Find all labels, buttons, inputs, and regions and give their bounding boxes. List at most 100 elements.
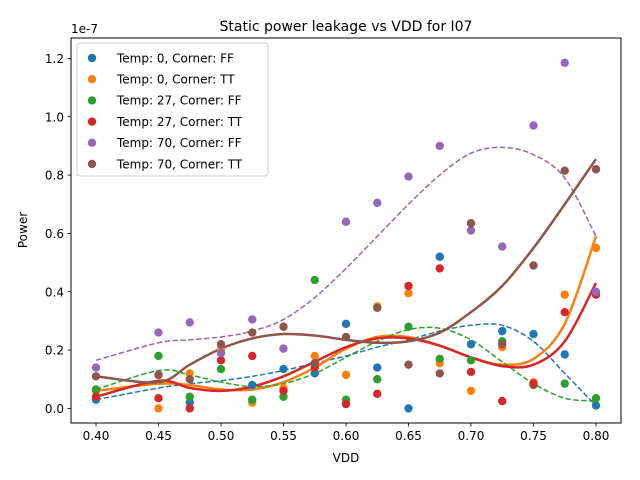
data-point-series-5 <box>216 340 226 349</box>
data-point-series-5 <box>498 340 507 349</box>
data-point-series-4 <box>248 315 257 324</box>
data-point-series-3 <box>248 351 257 361</box>
fit-line-series-0 <box>95 323 597 407</box>
data-point-series-3 <box>404 281 413 291</box>
fit-lines <box>95 146 598 407</box>
data-point-series-0 <box>248 380 257 390</box>
data-point-series-3 <box>435 264 444 273</box>
data-point-series-1 <box>591 243 601 253</box>
data-point-series-2 <box>466 356 476 365</box>
data-point-series-4 <box>279 344 288 353</box>
data-point-series-2 <box>435 354 444 364</box>
legend-marker <box>87 159 97 169</box>
data-point-series-5 <box>341 332 351 342</box>
legend-label: Temp: 27, Corner: TT <box>116 115 243 129</box>
x-tick-label: 0.45 <box>145 429 172 443</box>
legend-box <box>76 42 269 177</box>
data-point-series-4 <box>91 363 101 372</box>
data-point-series-2 <box>248 395 257 404</box>
data-point-series-3 <box>279 386 288 396</box>
y-tick-label: 1.2 <box>45 52 64 66</box>
data-point-series-3 <box>216 356 226 365</box>
data-point-series-0 <box>404 404 413 413</box>
data-point-series-4 <box>404 172 413 181</box>
data-point-series-0 <box>466 340 476 349</box>
x-tick-label: 0.80 <box>583 429 610 443</box>
data-point-series-5 <box>591 165 601 174</box>
data-point-series-2 <box>373 375 382 384</box>
data-point-series-4 <box>216 348 226 358</box>
legend-marker <box>87 96 97 105</box>
data-point-series-3 <box>154 394 163 403</box>
legend-label: Temp: 70, Corner: FF <box>116 136 242 150</box>
data-point-series-3 <box>373 389 382 399</box>
legend-marker <box>87 117 97 126</box>
data-point-series-3 <box>560 307 569 317</box>
data-point-series-5 <box>310 359 319 368</box>
data-point-series-5 <box>435 369 444 378</box>
data-point-series-4 <box>435 141 444 151</box>
y-tick-label: 0.4 <box>45 285 64 299</box>
data-point-series-5 <box>248 328 257 337</box>
y-axis-title: Power <box>16 212 30 248</box>
data-point-series-5 <box>560 166 569 175</box>
data-point-series-5 <box>529 261 538 270</box>
data-point-series-3 <box>185 404 194 413</box>
data-point-series-5 <box>404 360 413 369</box>
data-point-series-2 <box>404 322 413 331</box>
data-point-series-0 <box>529 329 538 339</box>
data-point-series-4 <box>560 58 569 67</box>
data-point-series-2 <box>154 351 163 361</box>
legend-label: Temp: 70, Corner: TT <box>116 157 243 171</box>
data-point-series-1 <box>560 290 569 299</box>
data-point-series-3 <box>529 379 538 388</box>
data-point-series-3 <box>91 392 101 401</box>
data-point-series-1 <box>341 370 351 380</box>
data-point-series-4 <box>341 217 351 226</box>
legend-label: Temp: 27, Corner: FF <box>116 94 242 108</box>
data-point-series-2 <box>560 379 569 388</box>
x-axis-title: VDD <box>333 451 360 465</box>
data-point-series-2 <box>216 364 226 374</box>
scatter-points <box>91 58 601 413</box>
legend-marker <box>87 53 97 63</box>
data-point-series-5 <box>279 322 288 331</box>
data-point-series-5 <box>373 303 382 312</box>
data-point-series-4 <box>529 121 538 130</box>
data-point-series-0 <box>185 398 194 407</box>
y-tick-label: 0.6 <box>45 227 64 241</box>
y-axis-offset: 1e-7 <box>71 22 98 36</box>
data-point-series-0 <box>310 369 319 378</box>
data-point-series-1 <box>404 289 413 298</box>
x-tick-label: 0.55 <box>270 429 297 443</box>
data-point-series-2 <box>591 394 601 403</box>
data-point-series-4 <box>185 318 194 327</box>
x-tick-label: 0.50 <box>208 429 235 443</box>
legend: Temp: 0, Corner: FF Temp: 0, Corner: TT Te… <box>76 42 269 177</box>
data-point-series-0 <box>435 252 444 261</box>
legend-marker <box>87 75 97 84</box>
fit-line-series-2 <box>95 326 597 402</box>
data-point-series-3 <box>466 367 476 377</box>
data-point-series-3 <box>498 396 507 406</box>
fit-line-series-5 <box>95 158 598 384</box>
data-point-series-5 <box>154 370 163 380</box>
data-point-series-4 <box>154 328 163 337</box>
data-point-series-4 <box>498 242 507 251</box>
legend-label: Temp: 0, Corner: FF <box>116 51 234 65</box>
data-point-series-0 <box>498 326 507 336</box>
x-axis: 0.40 0.45 0.50 0.55 0.60 0.65 0.70 0.75 0.80 <box>83 423 610 443</box>
y-tick-label: 0.2 <box>45 344 64 358</box>
data-point-series-0 <box>591 401 601 410</box>
y-tick-label: 1.0 <box>45 110 64 124</box>
legend-label: Temp: 0, Corner: TT <box>116 73 235 87</box>
y-tick-label: 0.0 <box>45 402 64 416</box>
data-point-series-3 <box>341 399 351 409</box>
fit-line-series-4 <box>95 146 597 362</box>
data-point-series-1 <box>185 369 194 378</box>
data-point-series-1 <box>466 386 476 396</box>
plot-area <box>70 37 622 424</box>
data-point-series-0 <box>373 363 382 372</box>
data-point-series-1 <box>154 404 163 413</box>
